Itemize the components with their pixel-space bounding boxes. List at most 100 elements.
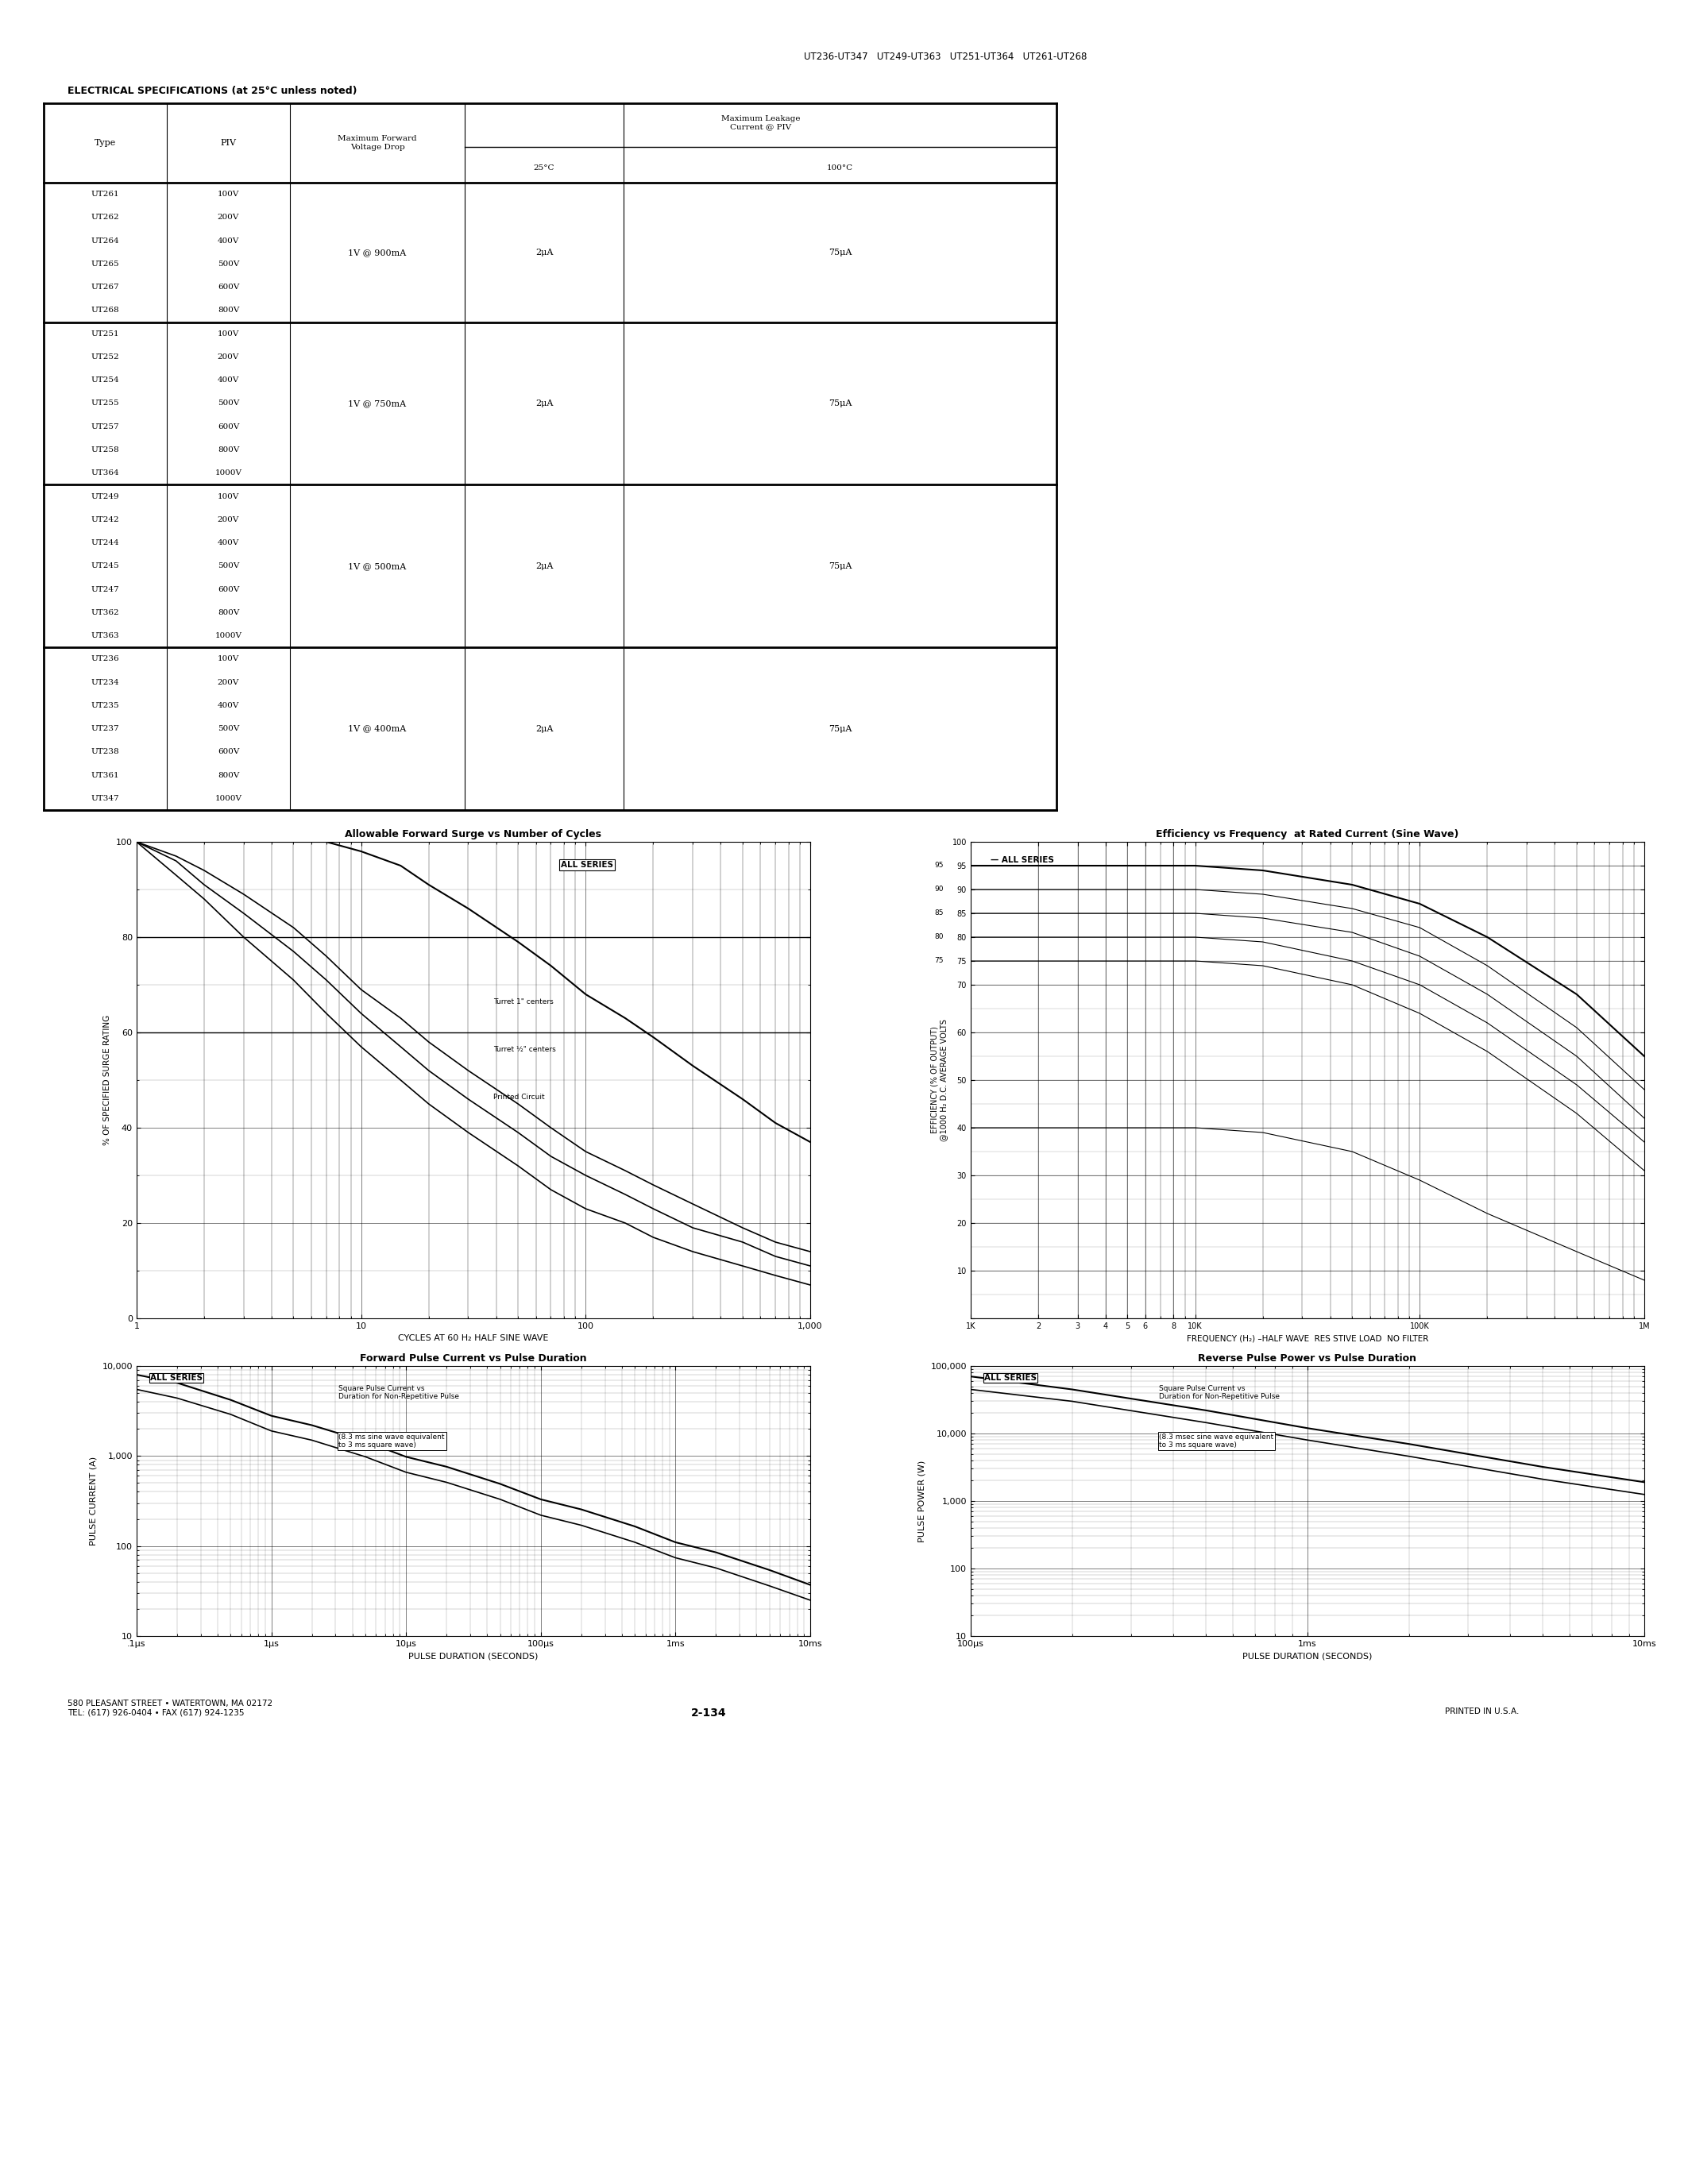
Text: 1000V: 1000V xyxy=(214,795,241,802)
Y-axis label: PULSE CURRENT (A): PULSE CURRENT (A) xyxy=(89,1457,98,1546)
Text: 1V @ 400mA: 1V @ 400mA xyxy=(348,725,407,732)
Text: 400V: 400V xyxy=(218,701,240,710)
Text: Square Pulse Current vs
Duration for Non-Repetitive Pulse: Square Pulse Current vs Duration for Non… xyxy=(1160,1385,1280,1400)
Text: 200V: 200V xyxy=(218,354,240,360)
Text: 1V @ 750mA: 1V @ 750mA xyxy=(348,400,407,408)
Text: 75μA: 75μA xyxy=(829,725,852,732)
Text: UT262: UT262 xyxy=(91,214,120,221)
Text: 25°C: 25°C xyxy=(533,164,555,173)
Title: Forward Pulse Current vs Pulse Duration: Forward Pulse Current vs Pulse Duration xyxy=(360,1354,587,1365)
Text: 85: 85 xyxy=(935,911,944,917)
X-axis label: CYCLES AT 60 H₂ HALF SINE WAVE: CYCLES AT 60 H₂ HALF SINE WAVE xyxy=(398,1334,549,1343)
Text: 200V: 200V xyxy=(218,214,240,221)
Text: 600V: 600V xyxy=(218,749,240,756)
Text: Square Pulse Current vs
Duration for Non-Repetitive Pulse: Square Pulse Current vs Duration for Non… xyxy=(339,1385,459,1400)
Text: UT251: UT251 xyxy=(91,330,120,336)
X-axis label: FREQUENCY (H₂) –HALF WAVE  RES STIVE LOAD  NO FILTER: FREQUENCY (H₂) –HALF WAVE RES STIVE LOAD… xyxy=(1187,1334,1428,1343)
Text: UT245: UT245 xyxy=(91,563,120,570)
Text: UT236: UT236 xyxy=(91,655,120,662)
Text: UT235: UT235 xyxy=(91,701,120,710)
Text: UT261: UT261 xyxy=(91,190,120,199)
Text: UT265: UT265 xyxy=(91,260,120,269)
Text: UT268: UT268 xyxy=(91,308,120,314)
Text: PRINTED IN U.S.A.: PRINTED IN U.S.A. xyxy=(1445,1708,1519,1714)
X-axis label: PULSE DURATION (SECONDS): PULSE DURATION (SECONDS) xyxy=(1242,1653,1372,1660)
Text: 100°C: 100°C xyxy=(827,164,852,173)
Text: 100V: 100V xyxy=(218,494,240,500)
X-axis label: PULSE DURATION (SECONDS): PULSE DURATION (SECONDS) xyxy=(408,1653,538,1660)
Text: 100V: 100V xyxy=(218,655,240,662)
Text: Maximum Leakage
Current @ PIV: Maximum Leakage Current @ PIV xyxy=(721,116,800,131)
Text: 75μA: 75μA xyxy=(829,561,852,570)
Text: UT258: UT258 xyxy=(91,446,120,454)
Text: 400V: 400V xyxy=(218,376,240,384)
Text: 2μA: 2μA xyxy=(535,561,554,570)
Text: — ALL SERIES: — ALL SERIES xyxy=(991,856,1055,865)
Text: 500V: 500V xyxy=(218,563,240,570)
Text: ELECTRICAL SPECIFICATIONS (at 25°C unless noted): ELECTRICAL SPECIFICATIONS (at 25°C unles… xyxy=(68,85,358,96)
Text: UT267: UT267 xyxy=(91,284,120,290)
Text: ALL SERIES: ALL SERIES xyxy=(560,860,613,869)
Text: 80: 80 xyxy=(935,933,944,941)
Text: 75μA: 75μA xyxy=(829,249,852,256)
Text: 500V: 500V xyxy=(218,725,240,732)
Text: 600V: 600V xyxy=(218,424,240,430)
Text: (8.3 ms sine wave equivalent
to 3 ms square wave): (8.3 ms sine wave equivalent to 3 ms squ… xyxy=(339,1433,444,1448)
Text: UT242: UT242 xyxy=(91,515,120,524)
Text: 1V @ 500mA: 1V @ 500mA xyxy=(348,561,407,570)
Text: UT363: UT363 xyxy=(91,631,120,640)
Text: 95: 95 xyxy=(935,863,944,869)
Text: UT238: UT238 xyxy=(91,749,120,756)
Text: 2-134: 2-134 xyxy=(692,1708,726,1719)
Text: UT255: UT255 xyxy=(91,400,120,406)
Text: 1000V: 1000V xyxy=(214,470,241,476)
Text: UT347: UT347 xyxy=(91,795,120,802)
Text: 600V: 600V xyxy=(218,585,240,592)
Text: ALL SERIES: ALL SERIES xyxy=(984,1374,1036,1382)
Text: PIV: PIV xyxy=(221,140,236,146)
Title: Reverse Pulse Power vs Pulse Duration: Reverse Pulse Power vs Pulse Duration xyxy=(1198,1354,1416,1365)
Y-axis label: EFFICIENCY (% OF OUTPUT)
@1000 H₂ D.C. AVERAGE VOLTS: EFFICIENCY (% OF OUTPUT) @1000 H₂ D.C. A… xyxy=(930,1020,947,1142)
Text: 2μA: 2μA xyxy=(535,400,554,408)
Text: Maximum Forward
Voltage Drop: Maximum Forward Voltage Drop xyxy=(338,135,417,151)
Title: Efficiency vs Frequency  at Rated Current (Sine Wave): Efficiency vs Frequency at Rated Current… xyxy=(1156,830,1458,841)
Text: ALL SERIES: ALL SERIES xyxy=(150,1374,203,1382)
Y-axis label: PULSE POWER (W): PULSE POWER (W) xyxy=(918,1461,927,1542)
Text: 600V: 600V xyxy=(218,284,240,290)
Text: UT254: UT254 xyxy=(91,376,120,384)
Text: 800V: 800V xyxy=(218,609,240,616)
Text: Type: Type xyxy=(95,140,116,146)
Text: 200V: 200V xyxy=(218,515,240,524)
Text: Turret 1" centers: Turret 1" centers xyxy=(493,998,554,1005)
Text: 400V: 400V xyxy=(218,238,240,245)
Text: 500V: 500V xyxy=(218,400,240,406)
Text: UT364: UT364 xyxy=(91,470,120,476)
Text: 2μA: 2μA xyxy=(535,725,554,732)
Text: UT362: UT362 xyxy=(91,609,120,616)
Text: UT361: UT361 xyxy=(91,771,120,780)
Text: Printed Circuit: Printed Circuit xyxy=(493,1094,545,1101)
Text: 75μA: 75μA xyxy=(829,400,852,408)
Text: Turret ½" centers: Turret ½" centers xyxy=(493,1046,555,1053)
Text: 100V: 100V xyxy=(218,190,240,199)
Title: Allowable Forward Surge vs Number of Cycles: Allowable Forward Surge vs Number of Cyc… xyxy=(344,830,601,841)
Text: UT257: UT257 xyxy=(91,424,120,430)
Text: 580 PLEASANT STREET • WATERTOWN, MA 02172
TEL: (617) 926-0404 • FAX (617) 924-12: 580 PLEASANT STREET • WATERTOWN, MA 0217… xyxy=(68,1699,272,1717)
Text: UT252: UT252 xyxy=(91,354,120,360)
Text: 800V: 800V xyxy=(218,446,240,454)
Text: 800V: 800V xyxy=(218,308,240,314)
Text: UT234: UT234 xyxy=(91,679,120,686)
Text: 100V: 100V xyxy=(218,330,240,336)
Text: UT264: UT264 xyxy=(91,238,120,245)
Text: (8.3 msec sine wave equivalent
to 3 ms square wave): (8.3 msec sine wave equivalent to 3 ms s… xyxy=(1160,1433,1274,1448)
Text: UT237: UT237 xyxy=(91,725,120,732)
Text: 2μA: 2μA xyxy=(535,249,554,256)
Text: UT247: UT247 xyxy=(91,585,120,592)
Text: 400V: 400V xyxy=(218,539,240,546)
Text: 800V: 800V xyxy=(218,771,240,780)
Text: 500V: 500V xyxy=(218,260,240,269)
Text: UT236-UT347   UT249-UT363   UT251-UT364   UT261-UT268: UT236-UT347 UT249-UT363 UT251-UT364 UT26… xyxy=(803,52,1087,61)
Text: 1000V: 1000V xyxy=(214,631,241,640)
Y-axis label: % OF SPECIFIED SURGE RATING: % OF SPECIFIED SURGE RATING xyxy=(103,1016,111,1144)
Text: UT244: UT244 xyxy=(91,539,120,546)
